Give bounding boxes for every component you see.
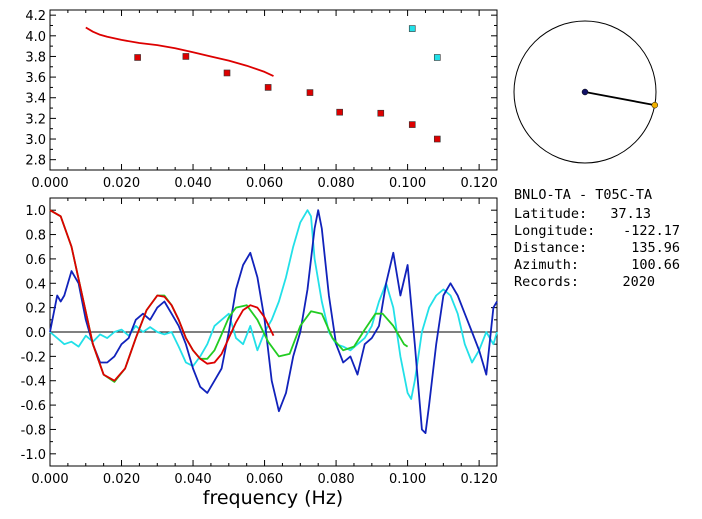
spectra-ytick-label: -0.4	[21, 375, 46, 390]
dispersion-ytick-label: 3.8	[25, 50, 46, 65]
x-axis-label: frequency (Hz)	[203, 487, 343, 509]
spectra-series-blue	[49, 209, 498, 435]
spectra-series-red	[49, 209, 275, 382]
station-info: BNLO-TA - T05C-TA Latitude: 37.13 Longit…	[514, 187, 680, 290]
dispersion-ytick-label: 3.2	[25, 112, 46, 127]
dispersion-ytick-label: 4.2	[25, 9, 46, 24]
spectra-plot: 0.000 0.020 0.040 0.060 0.080 0.100 0.120 1.0 0.…	[21, 197, 498, 509]
dispersion-marker-red	[264, 84, 272, 91]
spectra-ytick-label: 0.2	[25, 302, 46, 317]
dispersion-xtick-label: 0.100	[389, 176, 426, 191]
spectra-ytick-label: -0.2	[21, 350, 46, 365]
spectra-ytick-label: 0.4	[25, 277, 46, 292]
spectra-ticks: 0.000 0.020 0.040 0.060 0.080 0.100 0.120 1.0 0.…	[21, 197, 498, 487]
spectra-series-green	[49, 209, 409, 383]
dispersion-marker-cyan	[433, 54, 441, 61]
azimuth-label: Azimuth:	[514, 257, 579, 273]
dispersion-xtick-label: 0.120	[461, 176, 498, 191]
dispersion-series-red	[85, 26, 274, 77]
spectra-xtick-label: 0.020	[103, 472, 140, 487]
dispersion-series	[85, 25, 441, 143]
spectra-ytick-label: 1.0	[25, 204, 46, 219]
spectra-ytick-label: 0.6	[25, 253, 46, 268]
dispersion-marker-red	[336, 108, 343, 116]
longitude-value: -122.17	[623, 223, 680, 239]
station-map	[513, 20, 659, 164]
dispersion-ytick-label: 3.4	[25, 92, 46, 107]
dispersion-xtick-label: 0.020	[103, 176, 140, 191]
spectra-series-cyan	[49, 209, 498, 400]
spectra-series	[49, 209, 498, 435]
latitude-value: 37.13	[610, 206, 651, 222]
dispersion-marker-cyan	[408, 25, 416, 32]
dispersion-ytick-label: 3.0	[25, 133, 46, 148]
spectra-ytick-label: 0.0	[25, 326, 46, 341]
station-a-dot	[581, 88, 589, 96]
dispersion-marker-red	[433, 135, 441, 143]
spectra-ytick-label: 0.8	[25, 229, 46, 244]
dispersion-xtick-label: 0.080	[317, 176, 354, 191]
longitude-label: Longitude:	[514, 223, 595, 239]
dispersion-marker-red	[408, 121, 416, 128]
dispersion-xtick-label: 0.060	[246, 176, 283, 191]
spectra-xtick-label: 0.100	[389, 472, 426, 487]
dispersion-plot-frame	[49, 9, 498, 171]
dispersion-ytick-label: 3.6	[25, 71, 46, 86]
spectra-xtick-label: 0.080	[317, 472, 354, 487]
azimuth-line	[584, 91, 655, 107]
azimuth-value: 100.66	[631, 257, 680, 273]
dispersion-marker-red	[182, 53, 190, 60]
dispersion-ytick-label: 2.8	[25, 154, 46, 169]
records-value: 2020	[622, 274, 655, 290]
dispersion-xtick-label: 0.000	[31, 176, 68, 191]
distance-value: 135.96	[631, 240, 680, 256]
dispersion-ytick-label: 4.0	[25, 30, 46, 45]
dispersion-marker-red	[134, 54, 141, 61]
spectra-xtick-label: 0.040	[174, 472, 211, 487]
spectra-ytick-label: -0.6	[21, 399, 46, 414]
spectra-xtick-label: 0.120	[461, 472, 498, 487]
dispersion-xtick-label: 0.040	[174, 176, 211, 191]
dispersion-marker-red	[223, 69, 231, 77]
spectra-ytick-label: -1.0	[21, 448, 46, 463]
spectra-xtick-label: 0.000	[31, 472, 68, 487]
distance-label: Distance:	[514, 240, 587, 256]
records-label: Records:	[514, 274, 579, 290]
spectra-xtick-label: 0.060	[246, 472, 283, 487]
latitude-label: Latitude:	[514, 206, 587, 222]
map-circle	[513, 20, 657, 164]
spectra-ytick-label: -0.8	[21, 423, 46, 438]
dispersion-plot: 0.000 0.020 0.040 0.060 0.080 0.100 0.120 2.8 3.…	[25, 9, 497, 191]
dispersion-marker-red	[306, 89, 314, 96]
dispersion-marker-red	[377, 109, 385, 117]
station-pair: BNLO-TA - T05C-TA	[514, 187, 652, 203]
dispersion-ticks: 0.000 0.020 0.040 0.060 0.080 0.100 0.120 2.8 3.…	[25, 9, 497, 191]
station-b-dot	[651, 101, 659, 109]
